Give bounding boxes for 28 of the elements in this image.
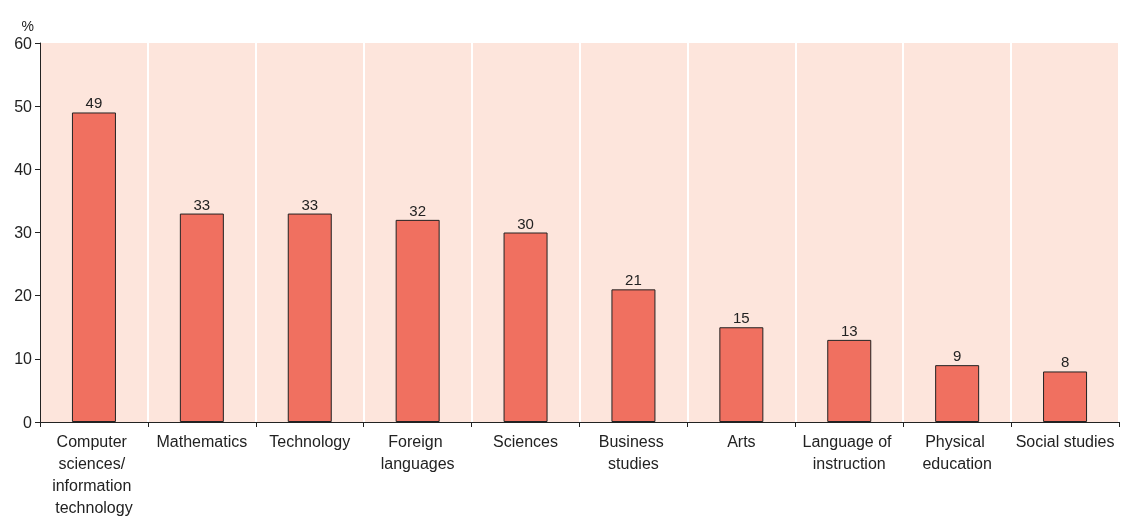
- x-tick-label: Foreign languages: [380, 432, 455, 472]
- x-tick-label: Sciences: [493, 432, 559, 450]
- data-label: 9: [952, 347, 962, 365]
- data-label: 33: [193, 195, 211, 213]
- x-tick-label: Mathematics: [156, 432, 248, 450]
- y-tick-label: 50: [14, 97, 33, 115]
- x-tick-label: Arts: [727, 432, 756, 450]
- x-tick-label: Physical education: [922, 432, 992, 472]
- data-label: 8: [1060, 353, 1070, 371]
- x-tick-label: Social studies: [1015, 432, 1115, 450]
- data-label: 33: [301, 195, 319, 213]
- x-tick-label: Business studies: [598, 432, 669, 472]
- y-tick-label: 0: [23, 413, 33, 431]
- data-label: 21: [625, 271, 642, 289]
- y-tick-label: 20: [14, 287, 33, 305]
- data-label: 49: [85, 94, 103, 112]
- y-axis-title: %: [21, 18, 34, 34]
- data-label: 13: [840, 321, 858, 339]
- y-tick-label: 10: [14, 350, 33, 368]
- data-label: 32: [409, 201, 426, 219]
- x-tick-label: Computer sciences/ information technology: [52, 432, 136, 516]
- data-label: 15: [733, 309, 750, 327]
- data-label: 30: [517, 214, 534, 232]
- y-tick-label: 40: [14, 160, 33, 178]
- y-tick-label: 30: [14, 224, 33, 241]
- x-tick-label: Language of instruction: [802, 432, 896, 472]
- x-tick-label: Technology: [269, 432, 351, 450]
- y-tick-label: 60: [14, 34, 33, 52]
